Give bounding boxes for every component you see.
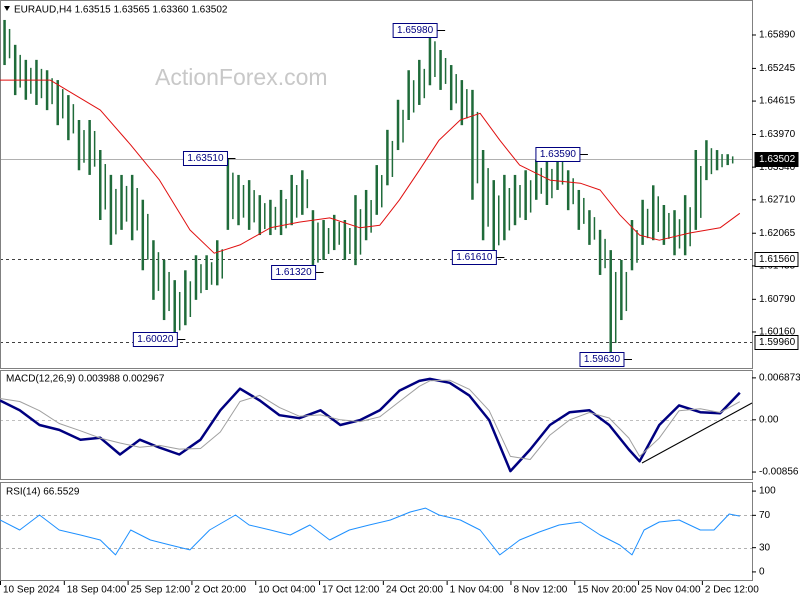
- rsi-line: [0, 507, 740, 556]
- annotation-label: 1.65980: [397, 25, 434, 36]
- x-tick-label: 17 Oct 12:00: [322, 585, 380, 596]
- macd-frame: [0, 370, 753, 480]
- y-tick-label: 1.62065: [759, 228, 796, 239]
- annotation-box: [535, 147, 581, 162]
- x-tick-label: 10 Sep 2024: [3, 585, 60, 596]
- y-tick-label: 1.62710: [759, 194, 796, 205]
- x-tick-label: 18 Sep 04:00: [67, 585, 127, 596]
- annotation-box: [182, 151, 228, 166]
- annotation-box: [132, 332, 178, 347]
- x-tick-label: 24 Oct 20:00: [386, 585, 444, 596]
- y-tick-label: 0.006873: [759, 373, 800, 384]
- annotation-box: [451, 250, 497, 265]
- x-tick-label: 2 Oct 20:00: [194, 585, 246, 596]
- x-tick-label: 15 Nov 20:00: [577, 585, 637, 596]
- annotation-label: 1.61320: [276, 267, 313, 278]
- annotation-box: [579, 352, 625, 367]
- annotation-box: [392, 23, 438, 38]
- x-tick-label: 1 Nov 04:00: [450, 585, 504, 596]
- x-tick-label: 2 Dec 12:00: [705, 585, 759, 596]
- trend-line: [641, 402, 753, 464]
- y-tick-label: 1.60790: [759, 294, 796, 305]
- x-tick-label: 10 Oct 04:00: [258, 585, 316, 596]
- x-tick-label: 25 Nov 04:00: [641, 585, 701, 596]
- menu-arrow: [4, 6, 10, 11]
- rsi-frame: [0, 482, 753, 581]
- y-tick-label: 1.64615: [759, 96, 796, 107]
- annotation-label: 1.63510: [187, 153, 224, 164]
- y-tick-label: 1.65890: [759, 30, 796, 41]
- level-label-box: [754, 152, 799, 167]
- level-label: 1.63502: [759, 154, 796, 165]
- x-tick-label: 25 Sep 12:00: [131, 585, 191, 596]
- y-tick-label: 70: [759, 510, 771, 521]
- y-tick-label: 1.65245: [759, 63, 796, 74]
- annotation-label: 1.63590: [540, 149, 577, 160]
- price-frame: [0, 0, 753, 369]
- rsi-title: RSI(14) 66.5529: [6, 487, 80, 498]
- level-label: 1.61560: [759, 254, 796, 265]
- y-tick-label: 1.60160: [759, 327, 796, 338]
- annotation-box: [271, 265, 317, 280]
- y-tick-label: 1.63970: [759, 129, 796, 140]
- y-tick-label: 30: [759, 542, 771, 553]
- macd-line: [0, 377, 741, 473]
- signal-line: [0, 379, 741, 460]
- level-label-box: [754, 252, 799, 267]
- watermark: ActionForex.com: [155, 64, 328, 90]
- annotation-label: 1.59630: [584, 354, 621, 365]
- macd-title: MACD(12,26,9) 0.003988 0.002967: [6, 374, 165, 385]
- chart-title: EURAUD,H4 1.63515 1.63565 1.63360 1.6350…: [14, 5, 228, 16]
- moving-average: [0, 79, 741, 254]
- x-tick-label: 8 Nov 12:00: [513, 585, 567, 596]
- y-tick-label: 1.63340: [759, 162, 796, 173]
- level-label: 1.59960: [759, 337, 796, 348]
- annotation-label: 1.61610: [456, 252, 493, 263]
- annotation-label: 1.60020: [137, 334, 174, 345]
- y-tick-label: 100: [759, 486, 776, 497]
- level-label-box: [754, 335, 799, 350]
- y-tick-label: 0: [759, 567, 765, 578]
- y-tick-label: 0.00: [759, 414, 779, 425]
- y-tick-label: -0.00856: [759, 467, 799, 478]
